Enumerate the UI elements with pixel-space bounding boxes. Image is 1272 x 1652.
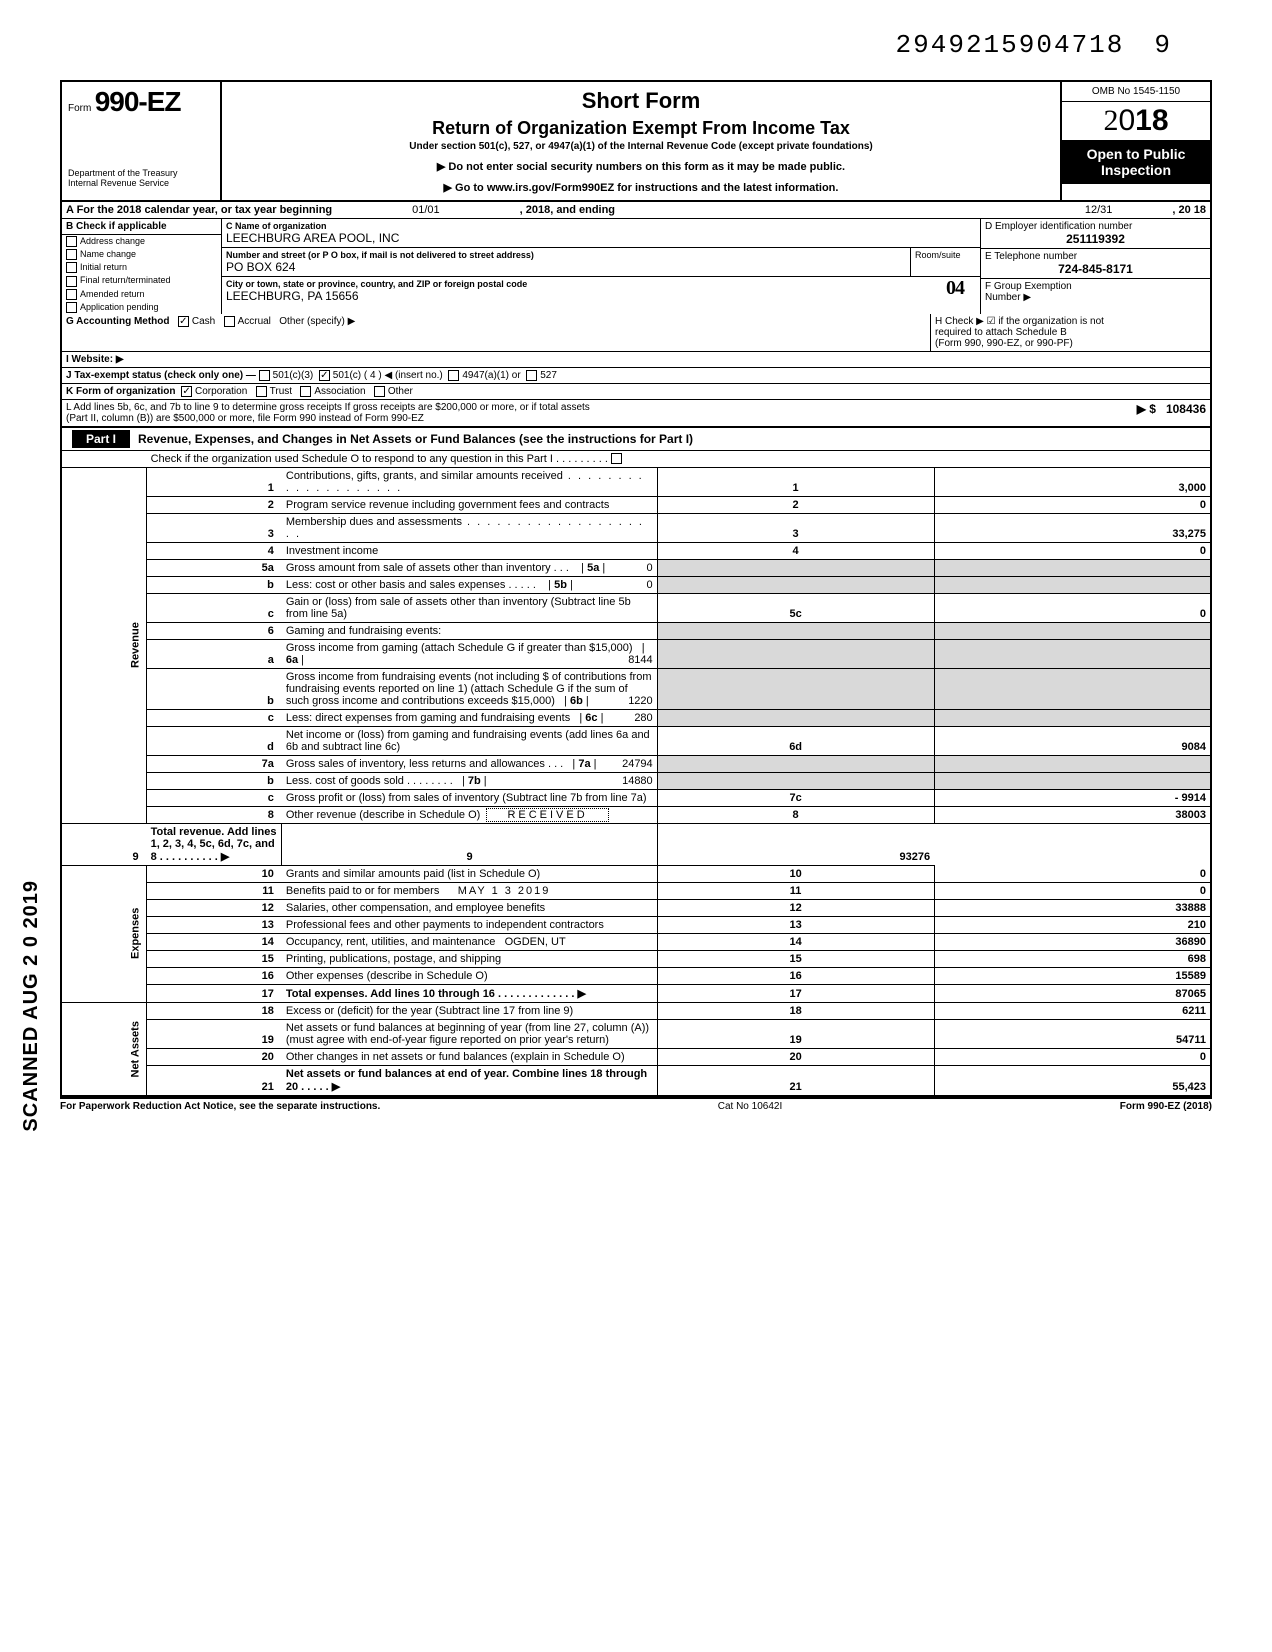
- amended-return-checkbox[interactable]: [66, 289, 77, 300]
- scanned-stamp: SCANNED AUG 2 0 2019: [20, 880, 43, 1132]
- 527-checkbox[interactable]: [526, 370, 537, 381]
- city-label: City or town, state or province, country…: [226, 279, 926, 289]
- trust-checkbox[interactable]: [256, 386, 267, 397]
- 4947-checkbox[interactable]: [448, 370, 459, 381]
- tax-year: 20201818: [1062, 102, 1210, 140]
- f-number-label: Number ▶: [985, 292, 1206, 303]
- goto-link: ▶ Go to www.irs.gov/Form990EZ for instru…: [232, 181, 1050, 194]
- omb-number: OMB No 1545-1150: [1062, 82, 1210, 102]
- form-footer: For Paperwork Reduction Act Notice, see …: [60, 1097, 1212, 1112]
- received-stamp: RECEIVED: [486, 808, 608, 822]
- accrual-checkbox[interactable]: [224, 316, 235, 327]
- revenue-side-label: Revenue: [61, 467, 147, 823]
- row-g-h: G Accounting Method ✓Cash Accrual Other …: [60, 314, 1212, 352]
- return-title: Return of Organization Exempt From Incom…: [232, 118, 1050, 139]
- h-check: H Check ▶ ☑ if the organization is not: [935, 316, 1206, 327]
- phone-value: 724-845-8171: [985, 262, 1206, 276]
- short-form-title: Short Form: [232, 88, 1050, 114]
- open-public-badge: Open to Public Inspection: [1062, 140, 1210, 184]
- address-change-checkbox[interactable]: [66, 236, 77, 247]
- netassets-side-label: Net Assets: [61, 1002, 147, 1096]
- section-b-to-f: B Check if applicable Address change Nam…: [60, 219, 1212, 314]
- 501c3-checkbox[interactable]: [259, 370, 270, 381]
- treasury-dept: Department of the Treasury Internal Reve…: [68, 168, 214, 188]
- line-a: A For the 2018 calendar year, or tax yea…: [60, 200, 1212, 219]
- org-city: LEECHBURG, PA 15656: [226, 289, 926, 303]
- expenses-side-label: Expenses: [61, 865, 147, 1002]
- e-phone-label: E Telephone number: [985, 251, 1206, 262]
- cash-checkbox[interactable]: ✓: [178, 316, 189, 327]
- application-pending-checkbox[interactable]: [66, 302, 77, 313]
- other-org-checkbox[interactable]: [374, 386, 385, 397]
- form-header: Form 990-EZ Department of the Treasury I…: [60, 80, 1212, 200]
- initial-return-checkbox[interactable]: [66, 262, 77, 273]
- form-label: Form: [68, 103, 91, 114]
- ein-value: 251119392: [985, 232, 1206, 246]
- c-name-label: C Name of organization: [226, 221, 976, 231]
- under-section: Under section 501(c), 527, or 4947(a)(1)…: [232, 141, 1050, 152]
- org-name: LEECHBURG AREA POOL, INC: [226, 231, 976, 245]
- row-i: I Website: ▶: [60, 352, 1212, 368]
- document-locator-number: 29492159047189: [60, 30, 1212, 60]
- f-group-label: F Group Exemption: [985, 281, 1206, 292]
- part1-header: Part I Revenue, Expenses, and Changes in…: [60, 428, 1212, 451]
- corp-checkbox[interactable]: ✓: [181, 386, 192, 397]
- row-l: L Add lines 5b, 6c, and 7b to line 9 to …: [60, 400, 1212, 428]
- schedule-o-checkbox[interactable]: [611, 453, 622, 464]
- final-return-checkbox[interactable]: [66, 276, 77, 287]
- stamp-ogden: OGDEN, UT: [505, 936, 566, 948]
- ssn-warning: ▶ Do not enter social security numbers o…: [232, 160, 1050, 173]
- org-address: PO BOX 624: [226, 260, 906, 274]
- row-k: K Form of organization ✓Corporation Trus…: [60, 384, 1212, 400]
- handwritten-04: 04: [946, 277, 964, 299]
- addr-label: Number and street (or P O box, if mail i…: [226, 250, 906, 260]
- stamp-date: MAY 1 3 2019: [458, 885, 551, 897]
- assoc-checkbox[interactable]: [300, 386, 311, 397]
- name-change-checkbox[interactable]: [66, 249, 77, 260]
- row-j: J Tax-exempt status (check only one) — 5…: [60, 368, 1212, 384]
- d-ein-label: D Employer identification number: [985, 221, 1206, 232]
- part1-table: Check if the organization used Schedule …: [60, 451, 1212, 1097]
- room-suite-label: Room/suite: [910, 248, 980, 276]
- 501c-checkbox[interactable]: ✓: [319, 370, 330, 381]
- form-number: 990-EZ: [95, 86, 181, 117]
- b-header: B Check if applicable: [62, 219, 221, 235]
